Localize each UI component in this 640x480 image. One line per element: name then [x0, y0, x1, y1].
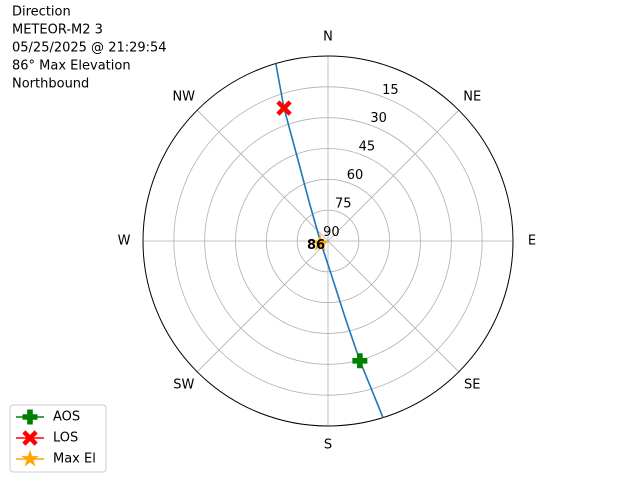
grid-spoke [196, 240, 329, 373]
angle-tick-label: E [528, 234, 536, 249]
angle-tick-label: SW [173, 378, 194, 393]
value-label: 86 [307, 238, 325, 253]
radial-tick-label: 75 [335, 197, 352, 212]
title-line: 86° Max Elevation [12, 59, 131, 74]
legend-marker [22, 409, 38, 425]
legend: AOS LOS Max El [9, 404, 107, 473]
polar-frame [142, 55, 514, 427]
marker [352, 353, 368, 369]
radial-tick-label: 45 [359, 140, 376, 155]
title-line: Northbound [12, 77, 89, 92]
radial-tick-label: 30 [370, 111, 387, 126]
radial-tick-label: 60 [347, 168, 364, 183]
title-line: 05/25/2025 @ 21:29:54 [12, 41, 167, 56]
angle-tick-label: N [323, 30, 333, 45]
legend-marker [22, 430, 38, 446]
grid-spoke [327, 109, 460, 242]
radial-tick-label: 15 [382, 83, 399, 98]
legend-label: AOS [53, 410, 80, 425]
legend-box [9, 404, 107, 473]
grid-spoke [327, 240, 460, 373]
angle-tick-label: W [118, 234, 131, 249]
legend-marker [21, 449, 39, 467]
legend-label: Max El [53, 452, 96, 467]
radial-tick-label: 90 [323, 225, 340, 240]
angle-tick-label: S [324, 438, 332, 453]
angle-tick-label: NE [463, 89, 481, 104]
legend-label: LOS [53, 431, 78, 446]
title-line: METEOR-M2 3 [12, 23, 103, 38]
marker [311, 233, 329, 251]
angle-tick-label: NW [172, 89, 195, 104]
grid-spoke [196, 109, 329, 242]
angle-tick-label: SE [464, 378, 480, 393]
title-line: Direction [12, 5, 71, 20]
marker [276, 100, 292, 116]
